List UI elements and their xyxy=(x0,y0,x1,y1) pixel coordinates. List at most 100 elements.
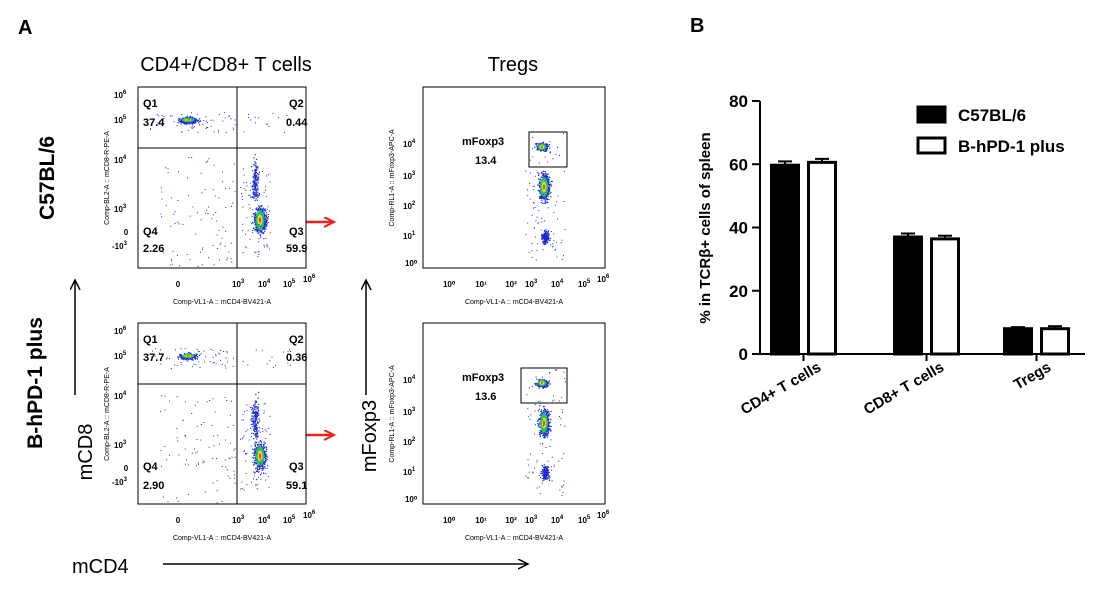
treg-xtick-e2: 10² xyxy=(505,516,517,525)
foxp3-gate-name-bottom: mFoxp3 xyxy=(462,372,504,384)
flow-ytick-e4: 104 xyxy=(114,391,127,401)
flow-tick-labels: 0 103 104 105 106 106 105 104 103 0 -103 0 103 104 105… xyxy=(112,90,610,525)
flow-ytick-e3: 103 xyxy=(114,440,127,450)
row-title-bhpd1: B-hPD-1 plus xyxy=(24,317,47,449)
category-label: Tregs xyxy=(1011,359,1054,394)
foxp3-gate-value-bottom: 13.6 xyxy=(475,391,496,403)
category-label: CD8+ T cells xyxy=(861,359,947,419)
flow-ytick-0: 0 xyxy=(124,228,129,237)
flow-xtick-e6: 106 xyxy=(303,510,316,520)
treg-xtick-e2: 10² xyxy=(505,280,517,289)
bar-c57bl6-0 xyxy=(770,163,800,356)
flow-ytick-e5: 105 xyxy=(114,115,127,125)
flow-ytick-e5: 105 xyxy=(114,351,127,361)
foxp3-gate-bottom xyxy=(520,367,568,404)
bar-c57bl6-2 xyxy=(1003,327,1033,356)
dot-plot-top-events xyxy=(150,112,291,267)
treg-plot-bottom-y-label: Comp-RL1-A :: mFoxp3-APC-A xyxy=(389,365,396,463)
treg-xtick-e0: 10⁰ xyxy=(443,516,456,525)
treg-plot-top-x-label: Comp-VL1-A :: mCD4-BV421-A xyxy=(465,299,563,306)
flow-xtick-e4: 104 xyxy=(258,515,271,525)
dot-plot-bottom: Q1 37.7 Q2 0.36 Q4 2.90 Q3 59.1 Comp-BL2… xyxy=(104,322,307,542)
mcd8-axis-label: mCD8 xyxy=(75,424,97,481)
y-tick-label: 40 xyxy=(729,219,748,238)
treg-xtick-e3: 103 xyxy=(525,279,538,289)
treg-xtick-e4: 104 xyxy=(551,515,564,525)
y-tick-label: 60 xyxy=(729,155,748,174)
y-tick-label: 20 xyxy=(729,282,748,301)
foxp3-gate-top xyxy=(528,131,568,168)
dot-plot-top: Q1 37.4 Q2 0.44 Q4 2.26 Q3 59.9 Comp-BL2… xyxy=(104,86,308,306)
treg-xtick-e5: 105 xyxy=(578,515,591,525)
dot-plot-bottom-x-label: Comp-VL1-A :: mCD4-BV421-A xyxy=(173,535,271,542)
q1-value-bottom: 37.7 xyxy=(143,352,164,364)
legend-label: B-hPD-1 plus xyxy=(958,137,1065,156)
dot-plot-top-x-label: Comp-VL1-A :: mCD4-BV421-A xyxy=(173,299,271,306)
q4-name-bottom: Q4 xyxy=(143,461,159,473)
treg-xtick-e6: 106 xyxy=(597,510,610,520)
legend-swatch xyxy=(916,136,947,155)
panel-a-letter: A xyxy=(18,17,32,39)
treg-xtick-e5: 105 xyxy=(578,279,591,289)
flow-ytick-neg: -103 xyxy=(112,241,128,251)
q3-value-top: 59.9 xyxy=(286,243,307,255)
treg-xtick-e0: 10⁰ xyxy=(443,280,456,289)
panel-b-letter: B xyxy=(690,15,704,37)
treg-xtick-e1: 10¹ xyxy=(475,280,487,289)
treg-plot-top: mFoxp3 13.4 Comp-RL1-A :: mFoxp3-APC-A C… xyxy=(389,86,606,306)
flow-xtick-0: 0 xyxy=(176,516,181,525)
flow-ytick-e3: 103 xyxy=(114,204,127,214)
flow-xtick-e4: 104 xyxy=(258,279,271,289)
flow-xtick-e6: 106 xyxy=(303,274,316,284)
bar-c57bl6-1 xyxy=(893,235,923,356)
bar-chart-legend: C57BL/6 B-hPD-1 plus xyxy=(916,105,1065,156)
q3-name-top: Q3 xyxy=(289,226,304,238)
q3-value-bottom: 59.1 xyxy=(286,480,307,492)
y-tick-label: 80 xyxy=(729,92,748,111)
dot-plot-bottom-events xyxy=(151,348,291,504)
q3-name-bottom: Q3 xyxy=(289,461,304,473)
treg-ytick-e3: 103 xyxy=(403,407,416,417)
bar-chart-bars xyxy=(770,157,1070,356)
treg-ytick-e1: 101 xyxy=(403,467,416,477)
flow-xtick-0: 0 xyxy=(176,280,181,289)
flow-ytick-e6: 106 xyxy=(114,326,127,336)
flow-xtick-e5: 105 xyxy=(283,515,296,525)
treg-ytick-e2: 102 xyxy=(403,201,416,211)
treg-xtick-e6: 106 xyxy=(597,274,610,284)
flow-xtick-e5: 105 xyxy=(283,279,296,289)
q4-value-top: 2.26 xyxy=(143,243,164,255)
row-title-c57: C57BL/6 xyxy=(36,136,59,220)
treg-plot-top-events xyxy=(525,133,566,261)
dot-plot-top-y-label: Comp-BL2-A :: mCD8-R-PE-A xyxy=(104,131,111,225)
col-title-tregs: Tregs xyxy=(488,54,538,76)
bar-chart: % in TCRβ+ cells of spleen 0 20 40 60 80 CD4… xyxy=(697,92,1085,418)
flow-xtick-e3: 103 xyxy=(232,279,245,289)
legend-swatch xyxy=(916,105,947,124)
legend-label: C57BL/6 xyxy=(958,106,1026,125)
q4-value-bottom: 2.90 xyxy=(143,480,164,492)
flow-ytick-e4: 104 xyxy=(114,155,127,165)
foxp3-gate-value-top: 13.4 xyxy=(475,155,497,167)
q2-value-top: 0.44 xyxy=(286,117,308,129)
treg-ytick-e3: 103 xyxy=(403,171,416,181)
bar-bhpd1plus-0 xyxy=(807,160,837,356)
flow-ytick-0: 0 xyxy=(124,464,129,473)
treg-xtick-e3: 103 xyxy=(525,515,538,525)
bar-chart-y-ticks: 0 20 40 60 80 xyxy=(729,92,760,364)
flow-ytick-e6: 106 xyxy=(114,90,127,100)
treg-ytick-e2: 102 xyxy=(403,437,416,447)
treg-xtick-e4: 104 xyxy=(551,279,564,289)
treg-plot-bottom-x-label: Comp-VL1-A :: mCD4-BV421-A xyxy=(465,535,563,542)
category-label: CD4+ T cells xyxy=(738,359,824,419)
foxp3-gate-name-top: mFoxp3 xyxy=(462,136,504,148)
treg-plot-bottom: mFoxp3 13.6 Comp-RL1-A :: mFoxp3-APC-A C… xyxy=(389,322,606,542)
treg-ytick-e4: 104 xyxy=(403,139,416,149)
q1-name-bottom: Q1 xyxy=(143,334,158,346)
q2-name-top: Q2 xyxy=(289,98,304,110)
treg-ytick-e4: 104 xyxy=(403,375,416,385)
bar-bhpd1plus-2 xyxy=(1040,327,1070,356)
q1-name-top: Q1 xyxy=(143,98,158,110)
col-title-cd4cd8: CD4+/CD8+ T cells xyxy=(140,54,312,76)
bar-chart-y-label: % in TCRβ+ cells of spleen xyxy=(697,132,714,323)
